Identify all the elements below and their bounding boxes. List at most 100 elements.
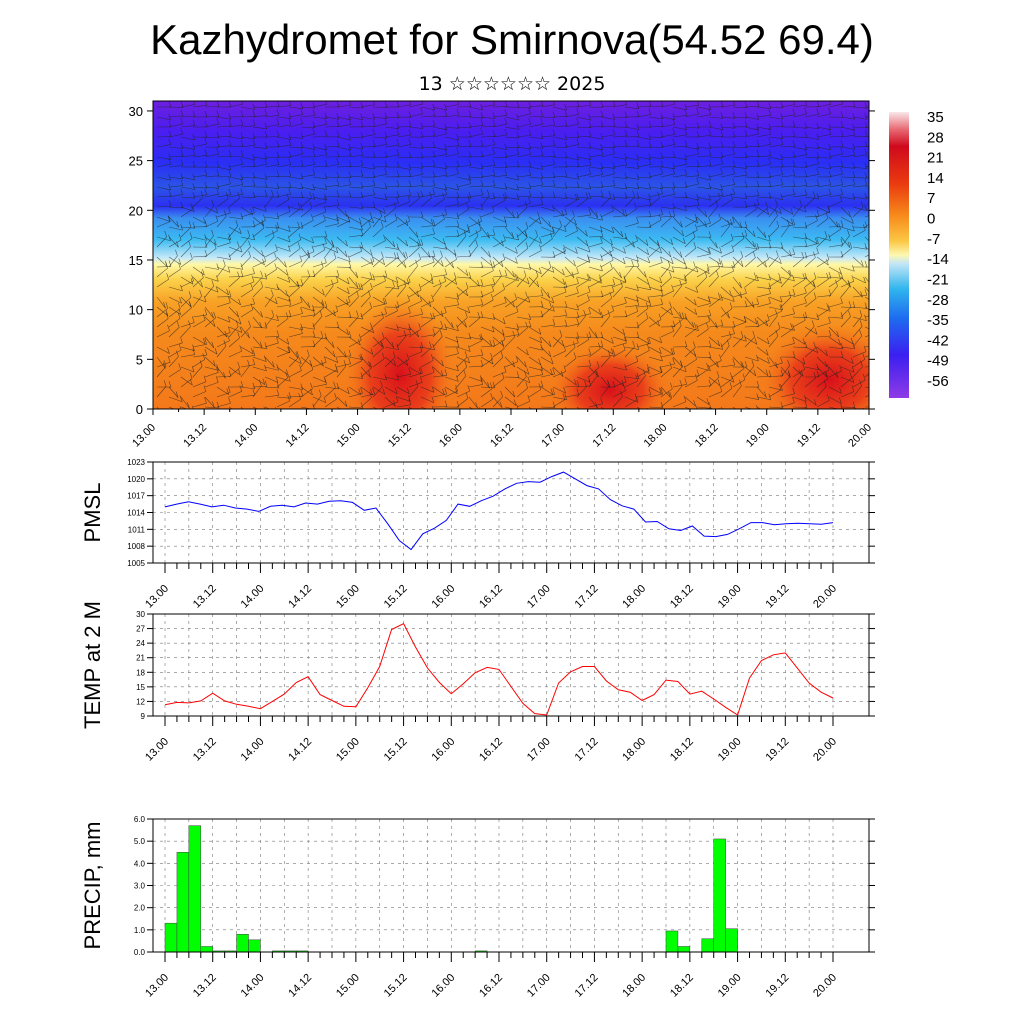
wind-barb xyxy=(804,326,815,338)
wind-barb xyxy=(696,406,711,409)
wind-barb-flag xyxy=(838,273,841,280)
wind-barb-flag xyxy=(766,253,769,260)
wind-barb-flag xyxy=(360,159,364,166)
wind-barb xyxy=(300,236,314,244)
wind-barb xyxy=(192,402,207,408)
wind-barb xyxy=(408,146,423,149)
wind-barb-flag xyxy=(528,189,532,197)
wind-barb-flag xyxy=(876,347,878,353)
wind-barb-flag xyxy=(492,112,496,119)
wind-barb xyxy=(528,346,543,351)
wind-barb xyxy=(300,197,312,208)
wind-barb-flag xyxy=(852,149,856,156)
wind-barb xyxy=(264,250,278,258)
wind-barb-flag xyxy=(751,360,755,367)
wind-barb-flag xyxy=(456,198,460,205)
wind-barb xyxy=(372,174,387,178)
wind-barb-flag xyxy=(708,402,712,409)
wind-barb-flag xyxy=(431,366,435,373)
wind-barb xyxy=(156,361,171,368)
wind-barb-flag xyxy=(572,210,575,217)
wind-barb-flag xyxy=(453,272,457,279)
wind-barb-flag xyxy=(672,347,675,355)
wind-barb xyxy=(612,135,627,138)
wind-barb xyxy=(852,406,858,409)
wind-barb-flag xyxy=(792,120,796,128)
wind-barb xyxy=(816,194,831,198)
wind-barb xyxy=(864,296,869,300)
wind-barb-flag xyxy=(659,347,662,354)
wind-barb-flag xyxy=(270,289,274,296)
wind-barb-flag xyxy=(499,269,502,276)
wind-barb-flag xyxy=(430,277,434,284)
wind-barb-flag xyxy=(513,399,517,406)
wind-barb xyxy=(180,378,193,388)
wind-barb xyxy=(504,186,519,191)
wind-barb-flag xyxy=(501,240,504,247)
wind-barb-flag xyxy=(588,331,592,338)
wind-barb-flag xyxy=(468,332,472,340)
wind-barb-flag xyxy=(768,149,772,156)
wind-barb-flag xyxy=(430,312,433,320)
wind-barb-flag xyxy=(576,303,579,311)
wind-barb-flag xyxy=(790,323,793,330)
wind-barb xyxy=(408,300,422,308)
wind-barb-flag xyxy=(636,331,640,338)
wind-barb-flag xyxy=(348,149,352,156)
wind-barb-flag xyxy=(646,337,650,344)
wind-barb xyxy=(156,330,170,338)
wind-barb-flag xyxy=(380,221,384,228)
wind-barb xyxy=(828,194,843,198)
wind-barb xyxy=(624,196,635,208)
wind-barb-flag xyxy=(863,276,866,284)
wind-barb-flag xyxy=(623,275,627,282)
wind-barb-flag xyxy=(408,120,412,127)
wind-barb xyxy=(648,126,664,128)
wind-barb xyxy=(504,386,516,398)
wind-barb-flag xyxy=(407,215,411,222)
wind-barb xyxy=(792,194,807,198)
wind-barb xyxy=(684,375,699,378)
wind-barb-flag xyxy=(588,159,592,166)
wind-barb-flag xyxy=(611,304,614,312)
wind-barb-flag xyxy=(324,112,328,119)
wind-barb-flag xyxy=(648,141,652,148)
wind-barb xyxy=(732,146,747,149)
wind-barb xyxy=(264,216,279,220)
wind-barb xyxy=(432,166,447,169)
wind-barb xyxy=(576,116,591,121)
wind-barb-flag xyxy=(355,281,359,288)
wind-barb xyxy=(408,289,422,298)
wind-barb xyxy=(696,253,711,258)
wind-barb xyxy=(396,285,407,298)
wind-barb-flag xyxy=(175,391,179,398)
wind-barb-flag xyxy=(707,315,711,322)
wind-barb-flag xyxy=(432,328,436,335)
wind-barb-flag xyxy=(408,128,412,136)
wind-barb-flag xyxy=(708,364,711,372)
wind-barb xyxy=(780,145,795,148)
wind-barb xyxy=(732,336,747,342)
wind-barb xyxy=(780,224,795,228)
wind-barb xyxy=(324,306,336,317)
wind-barb xyxy=(864,236,869,242)
wind-barb xyxy=(552,146,568,148)
wind-barb xyxy=(312,336,324,348)
wind-barb-flag xyxy=(752,230,756,237)
wind-barb-flag xyxy=(600,264,603,271)
wind-barb xyxy=(276,199,290,208)
wind-barb xyxy=(684,296,697,306)
wind-barb xyxy=(348,216,362,225)
wind-barb xyxy=(384,144,399,148)
wind-barb xyxy=(444,326,459,331)
wind-barb-flag xyxy=(396,101,400,108)
wind-barb xyxy=(636,369,650,378)
wind-barb-flag xyxy=(381,352,385,359)
wind-barb-flag xyxy=(776,250,779,257)
wind-barb-flag xyxy=(369,272,373,279)
wind-barb-flag xyxy=(669,301,672,308)
wind-barb xyxy=(168,216,179,228)
wind-barb-flag xyxy=(430,218,434,225)
wind-barb xyxy=(864,223,869,228)
